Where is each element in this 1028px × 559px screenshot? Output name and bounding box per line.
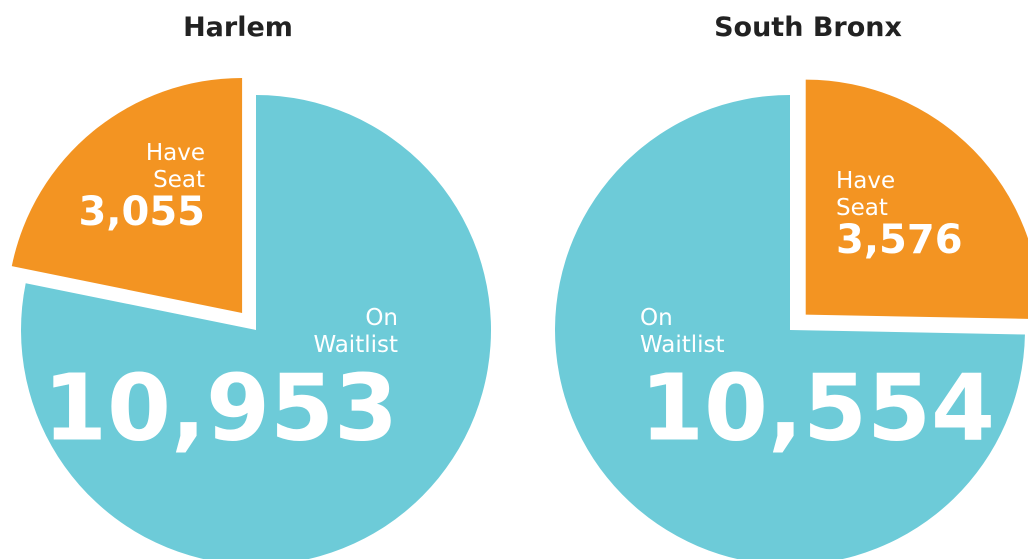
value-label: 10,953 — [43, 354, 398, 461]
slice-label: Have Seat — [146, 140, 205, 193]
value-label: 10,554 — [640, 354, 995, 461]
pie-slice — [21, 95, 491, 559]
slice-label: On Waitlist — [640, 305, 725, 358]
slice-label: Have Seat — [836, 168, 895, 221]
pie-slice — [11, 77, 243, 313]
slice-label: On Waitlist — [313, 305, 398, 358]
pie-slice — [805, 79, 1028, 319]
chart-title: Harlem — [183, 12, 293, 43]
value-label: 3,576 — [836, 217, 963, 263]
value-label: 3,055 — [78, 189, 205, 235]
pie-slice — [555, 95, 1025, 559]
chart-title: South Bronx — [714, 12, 902, 43]
